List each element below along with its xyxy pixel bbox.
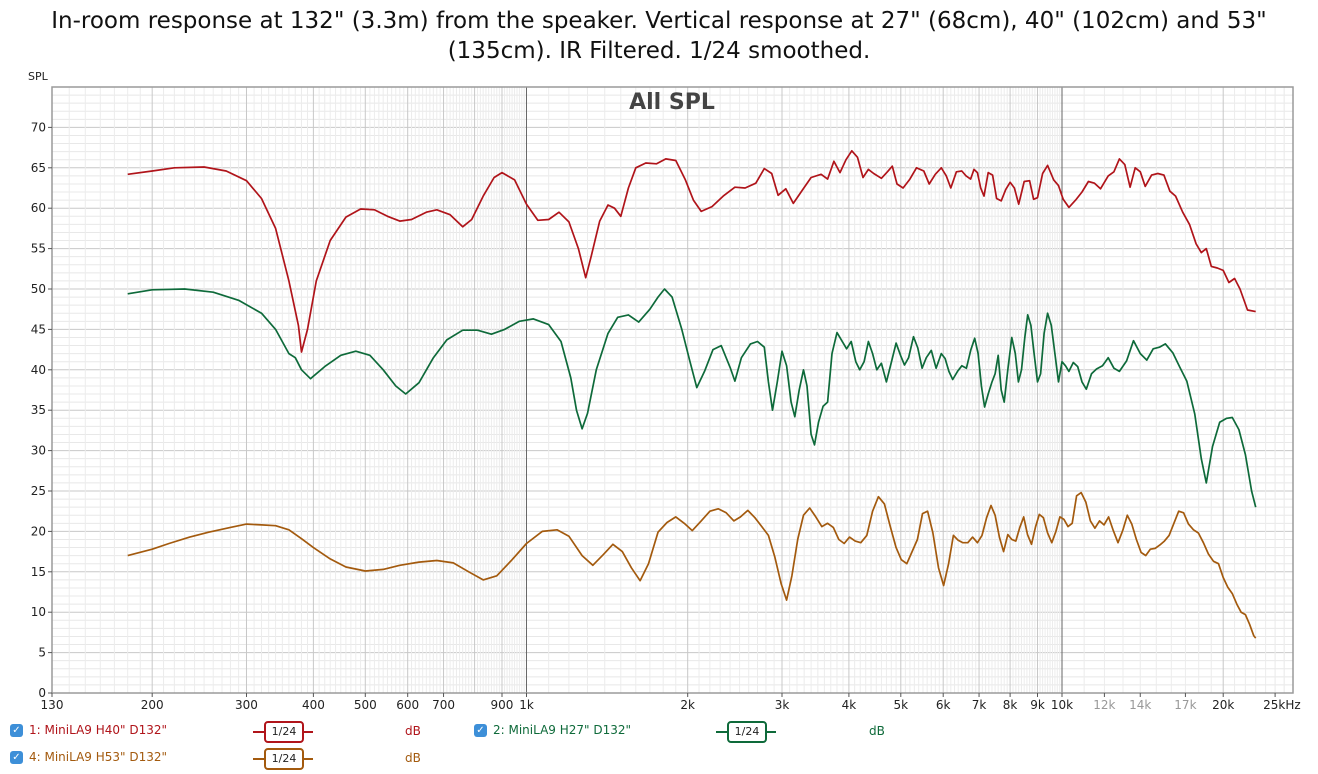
x-tick-label: 3k xyxy=(775,698,790,712)
x-tick-label: 900 xyxy=(491,698,514,712)
y-tick-label: 25 xyxy=(31,484,46,498)
checkbox-icon[interactable]: ✓ xyxy=(474,723,487,737)
x-tick-label: 12k xyxy=(1093,698,1115,712)
checkbox-icon[interactable]: ✓ xyxy=(10,750,23,764)
x-tick-label: 1k xyxy=(519,698,534,712)
y-tick-label: 55 xyxy=(31,242,46,256)
legend-item-2[interactable]: ✓ 2: MiniLA9 H27" D132" xyxy=(474,719,631,741)
x-tick-label: 5k xyxy=(893,698,908,712)
smoothing-value[interactable]: 1/24 xyxy=(264,748,304,770)
x-tick-label: 130 xyxy=(41,698,64,712)
y-tick-label: 5 xyxy=(38,646,46,660)
x-tick-label: 4k xyxy=(842,698,857,712)
x-tick-label: 10k xyxy=(1051,698,1073,712)
x-tick-label: 17k xyxy=(1174,698,1196,712)
legend-label: 1: MiniLA9 H40" D132" xyxy=(29,723,168,737)
plot-border xyxy=(51,86,1294,694)
smoothing-value[interactable]: 1/24 xyxy=(264,721,304,743)
unit-label: dB xyxy=(405,751,421,765)
x-tick-label: 500 xyxy=(354,698,377,712)
plot-title: All SPL xyxy=(629,90,715,115)
unit-label: dB xyxy=(869,724,885,738)
y-tick-label: 65 xyxy=(31,161,46,175)
y-tick-label: 10 xyxy=(31,605,46,619)
unit-label: dB xyxy=(405,724,421,738)
y-tick-label: 35 xyxy=(31,403,46,417)
y-tick-label: 70 xyxy=(31,120,46,134)
x-tick-label: 6k xyxy=(936,698,951,712)
x-tick-label: 300 xyxy=(235,698,258,712)
x-tick-label: 25kHz xyxy=(1263,698,1301,712)
legend: ✓ 1: MiniLA9 H40" D132" 1/24 dB ✓ 2: Min… xyxy=(0,718,1318,774)
checkbox-icon[interactable]: ✓ xyxy=(10,723,23,737)
legend-label: 4: MiniLA9 H53" D132" xyxy=(29,750,168,764)
y-tick-label: 15 xyxy=(31,565,46,579)
x-tick-label: 8k xyxy=(1003,698,1018,712)
y-tick-label: 45 xyxy=(31,322,46,336)
legend-item-1[interactable]: ✓ 1: MiniLA9 H40" D132" xyxy=(10,719,167,741)
series-line-1 xyxy=(127,149,1256,353)
smoothing-value[interactable]: 1/24 xyxy=(727,721,767,743)
x-tick-label: 2k xyxy=(680,698,695,712)
y-tick-label: 60 xyxy=(31,201,46,215)
y-tick-label: 20 xyxy=(31,524,46,538)
y-tick-label: 30 xyxy=(31,444,46,458)
x-tick-label: 20k xyxy=(1212,698,1234,712)
x-tick-label: 7k xyxy=(972,698,987,712)
series-line-3 xyxy=(127,491,1257,639)
legend-item-3[interactable]: ✓ 4: MiniLA9 H53" D132" xyxy=(10,746,167,768)
y-tick-label: 50 xyxy=(31,282,46,296)
x-tick-label: 700 xyxy=(432,698,455,712)
x-tick-label: 14k xyxy=(1129,698,1151,712)
x-tick-label: 9k xyxy=(1030,698,1045,712)
series-line-2 xyxy=(127,288,1257,508)
smoothing-control-2[interactable]: 1/24 xyxy=(716,720,776,743)
x-tick-label: 600 xyxy=(396,698,419,712)
x-tick-label: 200 xyxy=(141,698,164,712)
y-axis-label: SPL xyxy=(28,70,49,83)
smoothing-control-3[interactable]: 1/24 xyxy=(253,747,313,770)
x-tick-label: 400 xyxy=(302,698,325,712)
chart-title: In-room response at 132" (3.3m) from the… xyxy=(51,8,1267,64)
smoothing-control-1[interactable]: 1/24 xyxy=(253,720,313,743)
y-tick-label: 40 xyxy=(31,363,46,377)
y-tick-label: 0 xyxy=(38,686,46,700)
legend-label: 2: MiniLA9 H27" D132" xyxy=(493,723,632,737)
